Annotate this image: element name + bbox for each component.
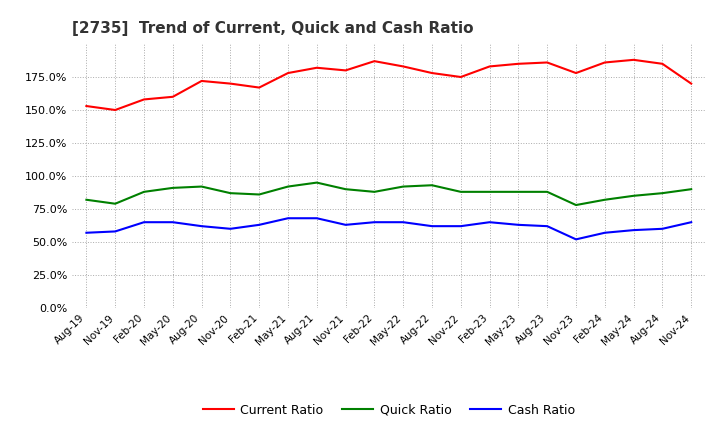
Current Ratio — [168, 94, 177, 99]
Cash Ratio — [140, 220, 148, 225]
Text: [2735]  Trend of Current, Quick and Cash Ratio: [2735] Trend of Current, Quick and Cash … — [72, 21, 474, 36]
Quick Ratio — [572, 202, 580, 208]
Quick Ratio — [197, 184, 206, 189]
Cash Ratio — [456, 224, 465, 229]
Quick Ratio — [284, 184, 292, 189]
Quick Ratio — [658, 191, 667, 196]
Current Ratio — [600, 60, 609, 65]
Current Ratio — [111, 107, 120, 113]
Current Ratio — [341, 68, 350, 73]
Current Ratio — [399, 64, 408, 69]
Cash Ratio — [600, 230, 609, 235]
Quick Ratio — [456, 189, 465, 194]
Current Ratio — [456, 74, 465, 80]
Quick Ratio — [370, 189, 379, 194]
Current Ratio — [428, 70, 436, 76]
Cash Ratio — [197, 224, 206, 229]
Quick Ratio — [543, 189, 552, 194]
Line: Cash Ratio: Cash Ratio — [86, 218, 691, 239]
Current Ratio — [370, 59, 379, 64]
Current Ratio — [140, 97, 148, 102]
Quick Ratio — [514, 189, 523, 194]
Quick Ratio — [629, 193, 638, 198]
Cash Ratio — [514, 222, 523, 227]
Current Ratio — [572, 70, 580, 76]
Cash Ratio — [312, 216, 321, 221]
Quick Ratio — [600, 197, 609, 202]
Cash Ratio — [399, 220, 408, 225]
Current Ratio — [82, 103, 91, 109]
Quick Ratio — [428, 183, 436, 188]
Line: Current Ratio: Current Ratio — [86, 60, 691, 110]
Quick Ratio — [341, 187, 350, 192]
Current Ratio — [197, 78, 206, 84]
Current Ratio — [255, 85, 264, 90]
Cash Ratio — [428, 224, 436, 229]
Quick Ratio — [140, 189, 148, 194]
Cash Ratio — [284, 216, 292, 221]
Cash Ratio — [572, 237, 580, 242]
Current Ratio — [543, 60, 552, 65]
Cash Ratio — [82, 230, 91, 235]
Current Ratio — [514, 61, 523, 66]
Cash Ratio — [543, 224, 552, 229]
Cash Ratio — [370, 220, 379, 225]
Current Ratio — [312, 65, 321, 70]
Cash Ratio — [226, 226, 235, 231]
Current Ratio — [226, 81, 235, 86]
Current Ratio — [658, 61, 667, 66]
Quick Ratio — [168, 185, 177, 191]
Legend: Current Ratio, Quick Ratio, Cash Ratio: Current Ratio, Quick Ratio, Cash Ratio — [198, 399, 580, 422]
Current Ratio — [629, 57, 638, 62]
Current Ratio — [687, 81, 696, 86]
Cash Ratio — [168, 220, 177, 225]
Cash Ratio — [629, 227, 638, 233]
Quick Ratio — [82, 197, 91, 202]
Quick Ratio — [111, 201, 120, 206]
Quick Ratio — [226, 191, 235, 196]
Cash Ratio — [658, 226, 667, 231]
Quick Ratio — [687, 187, 696, 192]
Cash Ratio — [687, 220, 696, 225]
Current Ratio — [284, 70, 292, 76]
Quick Ratio — [399, 184, 408, 189]
Quick Ratio — [485, 189, 494, 194]
Cash Ratio — [485, 220, 494, 225]
Line: Quick Ratio: Quick Ratio — [86, 183, 691, 205]
Cash Ratio — [255, 222, 264, 227]
Cash Ratio — [111, 229, 120, 234]
Quick Ratio — [255, 192, 264, 197]
Current Ratio — [485, 64, 494, 69]
Quick Ratio — [312, 180, 321, 185]
Cash Ratio — [341, 222, 350, 227]
